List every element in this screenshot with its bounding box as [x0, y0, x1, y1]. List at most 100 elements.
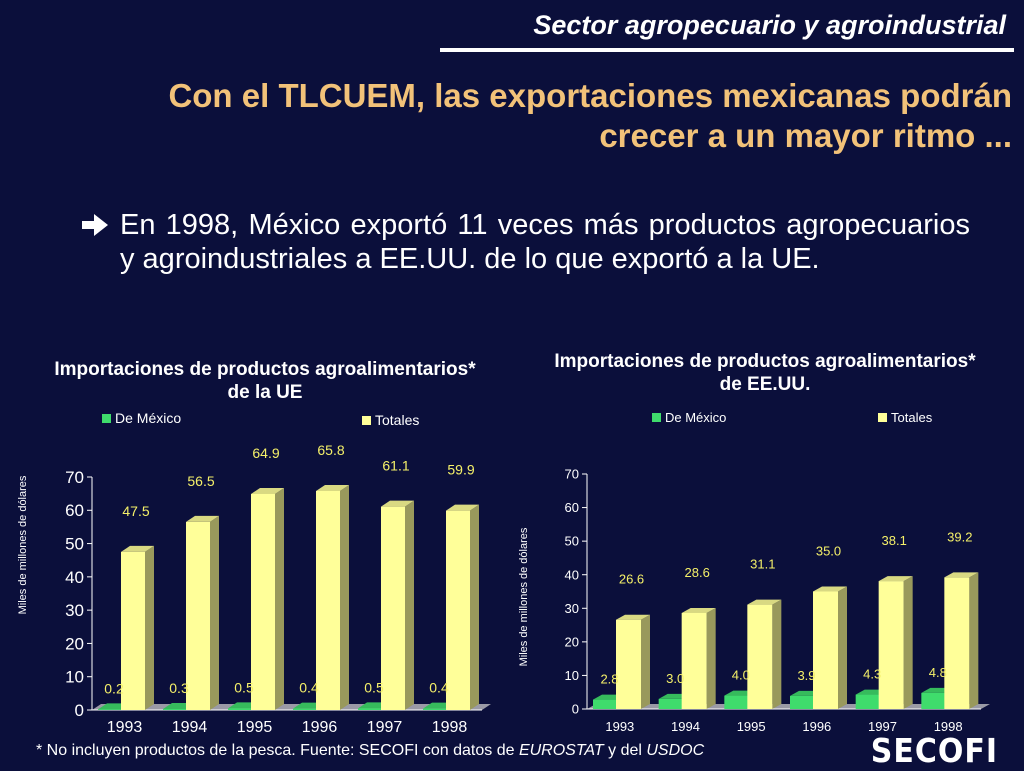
chart-usa-bar-totales-top	[878, 576, 913, 582]
chart-usa-label-totales: 26.6	[619, 572, 644, 587]
chart-usa-bar-totales-top	[681, 607, 716, 613]
chart-ue-legend-label: Totales	[375, 412, 419, 428]
chart-usa-label-mexico: 4.0	[732, 668, 750, 683]
chart-usa-bar-totales-side	[903, 576, 913, 709]
chart-usa-category-label: 1997	[868, 719, 897, 734]
chart-usa-bar-totales-side	[706, 607, 716, 709]
chart-usa-bar-totales-top	[944, 572, 979, 578]
chart-usa-label-totales: 28.6	[685, 565, 710, 580]
chart-ue-bar-totales-top	[381, 500, 414, 507]
chart-usa-ytick-label: 60	[565, 500, 579, 515]
chart-usa-legend-label: De México	[665, 410, 726, 425]
chart-usa-ytick-label: 50	[565, 534, 579, 549]
chart-ue-bar-totales-top	[316, 484, 349, 491]
headline: Con el TLCUEM, las exportaciones mexican…	[52, 76, 1012, 156]
chart-ue-bar-totales-top	[121, 545, 154, 552]
chart-usa-ytick-label: 0	[572, 702, 579, 717]
chart-ue-category-label: 1998	[432, 719, 468, 736]
chart-ue-bar-mexico	[163, 709, 187, 710]
chart-usa-bar-mexico	[593, 699, 618, 709]
headline-line-1: Con el TLCUEM, las exportaciones mexican…	[168, 77, 1012, 114]
chart-ue-label-mexico: 0.5	[234, 679, 254, 695]
chart-usa-bar-totales	[813, 591, 838, 709]
chart-ue-bar-mexico	[98, 709, 122, 710]
chart-ue-ytick-label: 20	[65, 634, 84, 653]
footnote-prefix: * No incluyen productos de la pesca. Fue…	[36, 742, 519, 759]
chart-ue-label-totales: 56.5	[187, 473, 214, 489]
chart-usa-bar-totales	[616, 619, 641, 709]
chart-ue-category-label: 1995	[237, 719, 273, 736]
chart-ue-label-mexico: 0.4	[299, 680, 319, 696]
chart-ue-bar-totales	[186, 521, 210, 710]
chart-usa-bar-totales-top	[747, 599, 782, 605]
chart-ue-bar-totales-side	[405, 500, 414, 710]
chart-usa-bar-totales	[747, 604, 773, 709]
chart-ue-label-mexico: 0.3	[169, 680, 189, 696]
chart-ue-label-mexico: 0.2	[104, 680, 124, 696]
chart-ue-bar-totales-side	[145, 545, 154, 710]
secofi-logo: SECOFI	[870, 732, 998, 771]
chart-usa-legend-swatch	[652, 413, 661, 422]
chart-ue-category-label: 1993	[107, 719, 143, 736]
chart-ue-bar-totales-side	[210, 515, 219, 710]
chart-usa-label-mexico: 2.8	[600, 672, 618, 687]
chart-usa-category-label: 1998	[934, 719, 963, 734]
chart-usa-bar-mexico	[790, 695, 815, 709]
chart-usa-bar-mexico	[921, 692, 947, 709]
chart-usa-category-label: 1993	[605, 719, 634, 734]
section-title: Sector agropecuario y agroindustrial	[533, 10, 1006, 40]
chart-usa-bar-totales-side	[772, 599, 782, 709]
chart-usa-label-mexico: 3.0	[666, 671, 684, 686]
chart-usa-legend-swatch	[878, 413, 887, 422]
chart-ue-ylabel: Miles de millones de dólares	[17, 475, 29, 614]
chart-ue-title: Importaciones de productos agroalimentar…	[20, 358, 510, 404]
chart-usa-label-totales: 35.0	[816, 544, 841, 559]
chart-ue-label-mexico: 0.4	[429, 680, 449, 696]
chart-ue-ytick-label: 50	[65, 535, 84, 554]
chart-ue-title-line-2: de la UE	[227, 382, 303, 403]
chart-ue-legend-swatch	[362, 416, 371, 425]
chart-ue-bar-totales-side	[470, 504, 479, 710]
chart-usa-bar-totales-side	[969, 572, 979, 709]
chart-ue-bar-totales	[446, 510, 470, 710]
chart-usa-category-label: 1996	[802, 719, 831, 734]
chart-ue-bar-totales-side	[340, 484, 349, 710]
chart-usa-ytick-label: 30	[565, 601, 579, 616]
footnote-source-usdoc: USDOC	[646, 742, 705, 759]
chart-ue-label-totales: 47.5	[122, 503, 149, 519]
chart-ue-category-label: 1994	[172, 719, 208, 736]
chart-usa-bar-totales-side	[641, 614, 650, 709]
chart-ue-bar-mexico	[358, 708, 382, 710]
chart-ue-ytick-label: 0	[75, 701, 84, 720]
chart-ue-category-label: 1996	[302, 719, 338, 736]
chart-ue-bar-totales-side	[275, 487, 284, 710]
chart-usa-bar-mexico	[658, 698, 684, 709]
chart-usa-bar-mexico	[724, 695, 750, 709]
chart-usa-ytick-label: 10	[565, 668, 579, 683]
chart-usa-bar-totales-top	[813, 586, 847, 592]
chart-ue-bar-mexico	[228, 708, 252, 710]
chart-usa-category-label: 1995	[737, 719, 766, 734]
chart-usa-label-totales: 38.1	[882, 533, 907, 548]
title-divider	[440, 48, 1014, 52]
chart-usa-label-totales: 39.2	[947, 529, 972, 544]
chart-usa-label-mexico: 4.3	[863, 667, 881, 682]
footnote: * No incluyen productos de la pesca. Fue…	[36, 742, 704, 760]
chart-usa-bar-totales	[878, 581, 904, 709]
chart-ue-bar-totales	[381, 506, 405, 710]
chart-usa-bar-totales	[944, 577, 970, 709]
chart-ue-ytick-label: 70	[65, 468, 84, 487]
chart-ue-ytick-label: 10	[65, 668, 84, 687]
chart-usa-ylabel: Miles de millones de dólares	[518, 527, 530, 666]
chart-usa-ytick-label: 70	[565, 467, 579, 482]
footnote-source-eurostat: EUROSTAT	[518, 742, 604, 759]
headline-line-2: crecer a un mayor ritmo ...	[599, 117, 1012, 154]
chart-ue-title-line-1: Importaciones de productos agroalimentar…	[54, 359, 476, 380]
chart-ue-bar-mexico	[293, 708, 317, 710]
chart-ue-bar-totales-top	[251, 487, 284, 494]
chart-usa-category-label: 1994	[671, 719, 700, 734]
chart-usa-label-mexico: 4.8	[929, 665, 947, 680]
chart-usa-bar-totales-side	[838, 586, 847, 709]
chart-usa-bar-mexico	[855, 694, 881, 709]
